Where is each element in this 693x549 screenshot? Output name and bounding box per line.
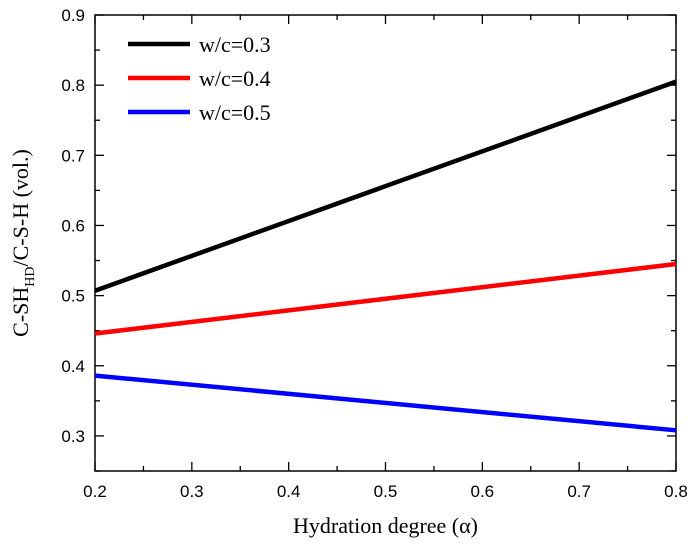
x-tick-label: 0.7	[567, 482, 591, 501]
x-tick-label: 0.8	[664, 482, 688, 501]
legend-label-2: w/c=0.4	[199, 66, 271, 91]
y-tick-label: 0.7	[61, 146, 85, 165]
y-tick-label: 0.9	[61, 6, 85, 25]
y-tick-label: 0.5	[61, 287, 85, 306]
axis-ticks: 0.2 0.3 0.4 0.5 0.6 0.7 0.8 0.3 0.4 0.5 0.6 0.7 0.8 0…	[61, 6, 687, 501]
y-axis-title-prefix: C-SH	[8, 287, 33, 337]
series-line-3	[94, 373, 677, 433]
legend-label-3: w/c=0.5	[199, 100, 271, 125]
x-axis-title: Hydration degree (α)	[293, 513, 478, 538]
y-axis-title: C-SHHD/C-S-H (vol.)	[8, 149, 38, 337]
x-tick-label: 0.4	[277, 482, 301, 501]
y-tick-label: 0.6	[61, 216, 85, 235]
y-tick-label: 0.8	[61, 76, 85, 95]
legend: w/c=0.3 w/c=0.4 w/c=0.5	[128, 32, 271, 125]
x-tick-label: 0.3	[180, 482, 204, 501]
x-tick-label: 0.5	[374, 482, 398, 501]
y-axis-title-suffix: /C-S-H (vol.)	[8, 149, 33, 266]
y-tick-label: 0.4	[61, 357, 85, 376]
y-tick-label: 0.3	[61, 427, 85, 446]
x-tick-label: 0.6	[471, 482, 495, 501]
series-lines	[94, 79, 677, 433]
series-line-1	[94, 79, 677, 293]
x-tick-label: 0.2	[83, 482, 107, 501]
legend-label-1: w/c=0.3	[199, 32, 271, 57]
y-axis-title-subscript: HD	[23, 266, 38, 286]
series-line-2	[94, 261, 677, 336]
